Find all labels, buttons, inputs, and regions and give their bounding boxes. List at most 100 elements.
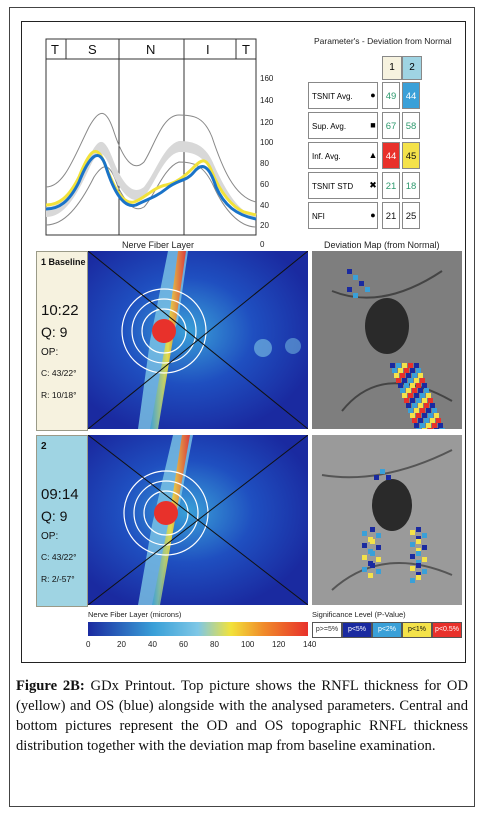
deviation-square (406, 373, 411, 378)
colorbar-tick: 0 (86, 640, 91, 649)
colorbar-label: Nerve Fiber Layer (microns) (88, 610, 182, 619)
deviation-square (422, 533, 427, 538)
deviation-square (370, 527, 375, 532)
colorbar-tick: 20 (117, 640, 126, 649)
deviation-square (418, 373, 423, 378)
deviation-square (398, 383, 403, 388)
param-value-exam2: 18 (402, 172, 420, 199)
nfl-title: Nerve Fiber Layer (122, 240, 195, 250)
deviation-square (420, 393, 425, 398)
param-value-exam2: 25 (402, 202, 420, 229)
deviation-square (422, 383, 427, 388)
deviation-square (418, 388, 423, 393)
colorbar-tick: 120 (272, 640, 286, 649)
deviation-square (398, 368, 403, 373)
deviation-square (428, 428, 433, 429)
deviation-square (412, 403, 417, 408)
deviation-square (422, 557, 427, 562)
param-symbol-icon: ✖ (369, 180, 377, 190)
exam2-quality: Q: 9 (41, 508, 68, 524)
deviation-square (416, 560, 421, 565)
deviation-square (410, 383, 415, 388)
deviation-square (394, 373, 399, 378)
deviation-square (416, 539, 421, 544)
deviation-square (404, 398, 409, 403)
deviation-square (392, 368, 397, 373)
exam1-thickness-map (88, 251, 308, 429)
colorbar-tick: 60 (179, 640, 188, 649)
y-tick-40: 40 (260, 201, 269, 210)
significance-swatch: p<1% (402, 622, 432, 638)
exam1-deviation-map (312, 251, 462, 429)
param-row-label: Inf. Avg. (308, 142, 378, 169)
deviation-square (412, 418, 417, 423)
segment-s: S (88, 42, 97, 57)
deviation-square (434, 413, 439, 418)
deviation-square (386, 475, 391, 480)
deviation-square (410, 368, 415, 373)
param-value-exam1: 21 (382, 202, 400, 229)
segment-n: N (146, 42, 155, 57)
param-value-exam2: 58 (402, 112, 420, 139)
deviation-square (416, 527, 421, 532)
deviation-square (353, 275, 358, 280)
deviation-square (430, 418, 435, 423)
deviation-square (424, 403, 429, 408)
exam1-r: R: 10/18° (41, 390, 77, 400)
deviation-square (347, 269, 352, 274)
deviation-square (406, 403, 411, 408)
deviation-square (414, 423, 419, 428)
segment-t1: T (51, 42, 59, 57)
deviation-square (353, 293, 358, 298)
param-symbol-icon: ▲ (368, 150, 378, 160)
deviation-square (426, 393, 431, 398)
deviation-square (438, 423, 443, 428)
deviation-square (368, 573, 373, 578)
deviation-square (404, 368, 409, 373)
deviation-map-title: Deviation Map (from Normal) (324, 240, 440, 250)
deviation-square (376, 569, 381, 574)
deviation-square (359, 281, 364, 286)
param-row-label: Sup. Avg. (308, 112, 378, 139)
param-symbol-icon: ● (370, 210, 376, 220)
deviation-square (380, 469, 385, 474)
significance-legend: p>=5% p<5% p<2% p<1% p<0.5% (312, 622, 462, 638)
deviation-square (422, 413, 427, 418)
tsnit-chart: 160 140 120 100 80 60 40 20 0 T S N I T (45, 38, 274, 247)
params-table: TSNIT Avg. ● 49 44 Sup. Avg. ■ 67 58 Inf. Avg. ▲ 4… (308, 82, 448, 232)
deviation-square (376, 545, 381, 550)
deviation-square (396, 363, 401, 368)
colorbar-ticks: 0 20 40 60 80 100 120 140 (86, 640, 328, 652)
deviation-square (440, 428, 445, 429)
y-tick-120: 120 (260, 118, 274, 127)
y-tick-0: 0 (260, 240, 265, 247)
y-tick-100: 100 (260, 138, 274, 147)
colorbar-tick: 100 (241, 640, 255, 649)
deviation-square (402, 378, 407, 383)
params-col1-header: 1 (382, 56, 402, 80)
param-value-exam2: 44 (402, 82, 420, 109)
deviation-square (412, 373, 417, 378)
deviation-square (376, 533, 381, 538)
param-value-exam1: 44 (382, 142, 400, 169)
deviation-square (414, 378, 419, 383)
deviation-square (408, 393, 413, 398)
deviation-square (418, 418, 423, 423)
deviation-square (404, 383, 409, 388)
deviation-square (432, 408, 437, 413)
deviation-square (402, 363, 407, 368)
deviation-square (402, 393, 407, 398)
deviation-square (410, 554, 415, 559)
gdx-printout-figure: 160 140 120 100 80 60 40 20 0 T S N I T … (21, 21, 466, 663)
deviation-square (374, 475, 379, 480)
deviation-square (428, 413, 433, 418)
deviation-square (428, 398, 433, 403)
exam2-r: R: 2/-57° (41, 574, 75, 584)
segment-t2: T (242, 42, 250, 57)
deviation-square (422, 545, 427, 550)
deviation-square (434, 428, 439, 429)
deviation-square (400, 373, 405, 378)
deviation-square (408, 408, 413, 413)
deviation-square (400, 388, 405, 393)
param-value-exam1: 67 (382, 112, 400, 139)
